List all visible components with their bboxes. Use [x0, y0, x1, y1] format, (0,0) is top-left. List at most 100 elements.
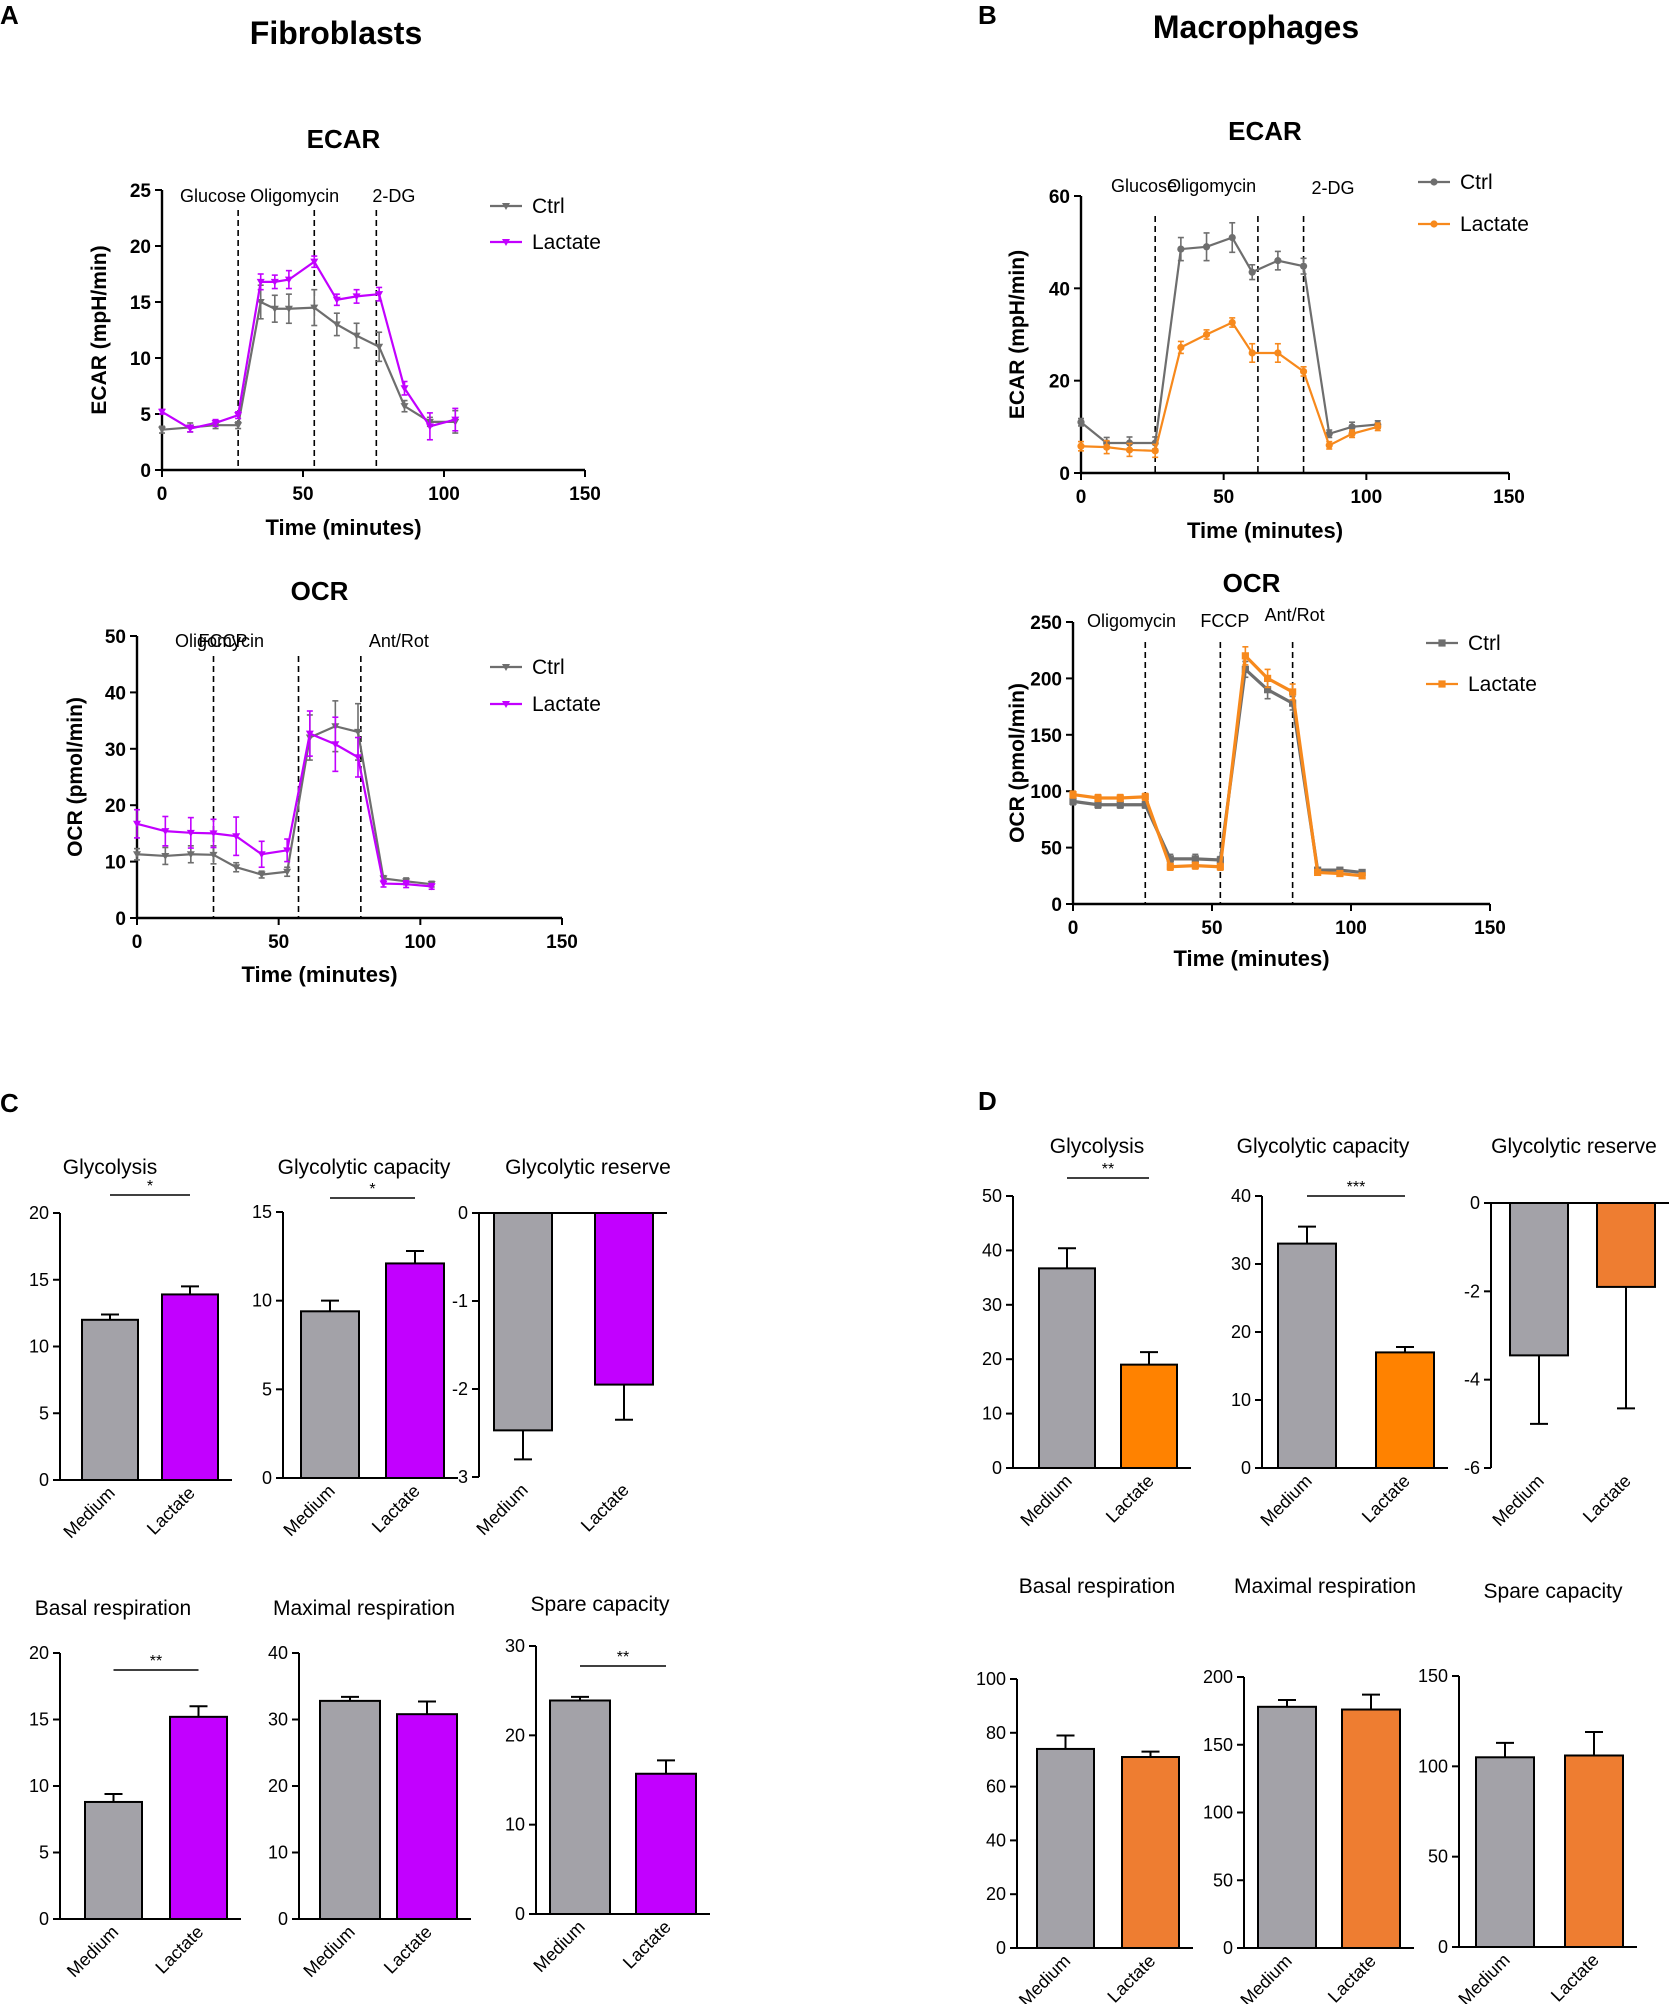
data-point — [256, 278, 265, 286]
data-point — [1314, 868, 1322, 877]
series-line — [161, 300, 456, 431]
data-point — [209, 851, 218, 859]
y-tick-label: 20 — [1231, 1322, 1251, 1342]
series-line — [136, 725, 432, 886]
x-category-label: Medium — [472, 1480, 531, 1539]
x-category-label: Lactate — [380, 1922, 436, 1978]
injection-label: Oligomycin — [175, 631, 264, 651]
y-tick-label: 60 — [986, 1777, 1006, 1797]
fibroblast-basal-respiration-bar-chart: Basal respiration 0 5 10 15 20 Medium Lactate ** — [29, 1597, 241, 1981]
data-point — [158, 408, 166, 416]
y-tick-label: 0 — [996, 1938, 1006, 1958]
series-line — [1072, 652, 1363, 878]
y-axis-label: ECAR (mpH/min) — [88, 245, 111, 414]
y-tick-label: 20 — [982, 1349, 1002, 1369]
injection-label: Glucose — [1111, 176, 1177, 196]
fibroblast-glycolytic-reserve-bar-chart: Glycolytic reserve -3 -2 -1 0 Medium Lactate — [452, 1156, 671, 1539]
y-tick-label: 40 — [268, 1643, 288, 1663]
x-category-label: Medium — [299, 1922, 358, 1981]
data-point — [332, 321, 341, 329]
legend-label: Lactate — [1468, 673, 1537, 696]
fibroblast-spare-capacity-bar-chart: Spare capacity 0 10 20 30 Medium Lactate ** — [505, 1593, 710, 1976]
data-point — [186, 425, 195, 433]
data-point — [1348, 423, 1356, 431]
y-axis-label: ECAR (mpH/min) — [1006, 250, 1029, 419]
y-tick-label: 0 — [39, 1909, 49, 1929]
data-point — [1248, 349, 1256, 357]
data-point — [331, 741, 340, 749]
y-tick-label: 30 — [982, 1295, 1002, 1315]
x-category-label: Medium — [63, 1922, 122, 1981]
panel-title-fibroblasts: Fibroblasts — [250, 15, 422, 51]
panel-letter-a: A — [0, 0, 19, 30]
y-tick-label: 150 — [1030, 726, 1062, 747]
series-ctrl — [1069, 660, 1366, 877]
chart-title: Spare capacity — [1484, 1580, 1623, 1603]
data-point — [1191, 855, 1199, 863]
legend-marker — [502, 664, 510, 671]
legend-marker — [1438, 639, 1446, 647]
series-lactate — [158, 255, 460, 441]
bar-medium — [300, 1310, 360, 1479]
x-tick-label: 150 — [546, 932, 578, 953]
macrophage-basal-respiration-bar-chart: Basal respiration 0 20 40 60 80 100 Medium Lacta… — [976, 1575, 1193, 2004]
x-category-label: Lactate — [1324, 1951, 1380, 2004]
data-point — [257, 871, 266, 879]
data-point — [209, 830, 218, 838]
y-tick-label: -4 — [1464, 1370, 1480, 1390]
x-category-label: Lactate — [368, 1481, 424, 1537]
x-tick-label: 150 — [1474, 918, 1506, 939]
y-tick-label: 20 — [29, 1643, 49, 1663]
bar-lactate — [1375, 1351, 1435, 1470]
series-line — [161, 260, 456, 430]
data-point — [400, 403, 409, 411]
x-tick-label: 50 — [268, 932, 289, 953]
y-tick-label: 250 — [1030, 613, 1062, 634]
x-category-label: Lactate — [1103, 1951, 1159, 2004]
x-category-label: Lactate — [1579, 1471, 1635, 1527]
chart-title: Maximal respiration — [1234, 1575, 1416, 1598]
y-tick-label: -2 — [1464, 1281, 1480, 1301]
x-category-label: Medium — [529, 1917, 588, 1976]
y-tick-label: 20 — [268, 1776, 288, 1796]
x-category-label: Lactate — [151, 1922, 207, 1978]
y-tick-label: 0 — [458, 1203, 468, 1223]
data-point — [1264, 686, 1272, 694]
y-tick-label: 0 — [1241, 1458, 1251, 1478]
x-tick-label: 50 — [292, 484, 313, 505]
bar-medium — [81, 1318, 139, 1482]
y-tick-label: 20 — [105, 796, 126, 817]
y-tick-label: 15 — [29, 1270, 49, 1290]
legend-label: Ctrl — [1460, 171, 1493, 194]
injection-label: Glucose — [180, 186, 246, 206]
data-point — [1241, 652, 1249, 660]
data-point — [1141, 793, 1149, 801]
data-point — [1125, 446, 1134, 454]
x-category-label: Lactate — [1102, 1471, 1158, 1527]
series-ctrl — [133, 700, 436, 889]
legend-marker — [1430, 220, 1438, 228]
bar-lactate — [1341, 1708, 1401, 1950]
y-tick-label: 10 — [268, 1843, 288, 1863]
y-tick-label: 150 — [1203, 1735, 1233, 1755]
legend-label: Lactate — [532, 231, 601, 254]
macrophage-ocr-chart: OCR 0 50 100 150 0 50 100 150 200 250 Time (minutes… — [1006, 568, 1537, 971]
data-point — [1325, 441, 1333, 449]
y-tick-label: 10 — [29, 1337, 49, 1357]
x-tick-label: 150 — [569, 484, 601, 505]
data-point — [1358, 872, 1366, 880]
y-tick-label: 150 — [1418, 1666, 1448, 1686]
x-category-label: Lactate — [619, 1917, 675, 1973]
bar-lactate — [1564, 1754, 1624, 1948]
data-point — [284, 276, 293, 284]
injection-label: Oligomycin — [1087, 611, 1176, 631]
data-point — [402, 881, 411, 889]
injection-label: 2-DG — [1312, 178, 1355, 198]
legend-label: Ctrl — [532, 195, 565, 218]
macrophage-ecar-chart: ECAR 0 50 100 150 0 20 40 60 Time (minutes) ECAR (… — [1006, 116, 1529, 543]
x-tick-label: 100 — [1335, 918, 1367, 939]
data-point — [232, 833, 241, 841]
legend-label: Ctrl — [1468, 632, 1501, 655]
legend-marker — [502, 701, 510, 708]
x-category-label: Lactate — [1358, 1471, 1414, 1527]
